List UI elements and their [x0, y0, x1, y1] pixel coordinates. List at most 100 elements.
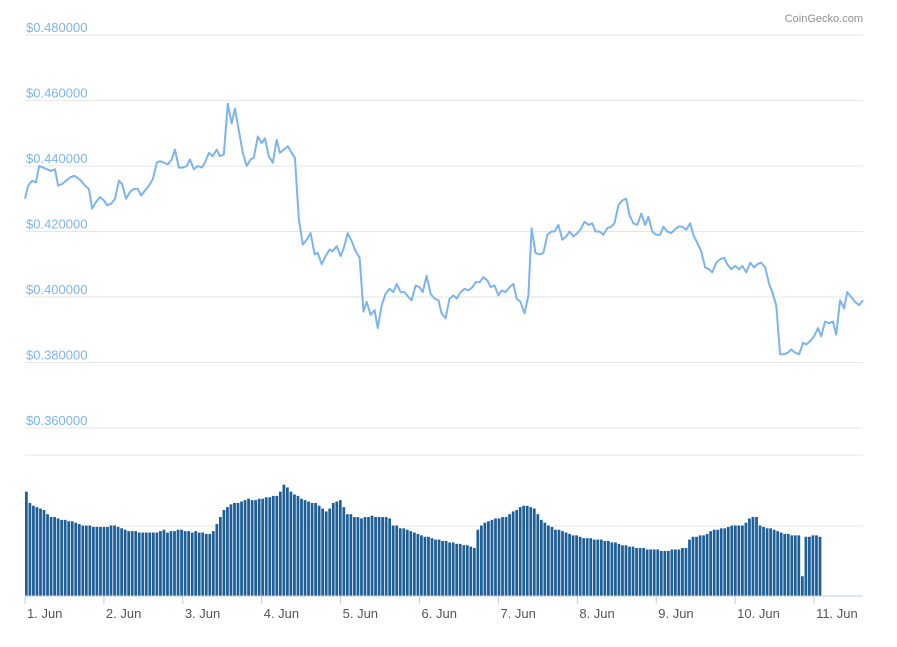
volume-bar	[649, 549, 653, 596]
volume-bar	[49, 517, 53, 596]
volume-bar	[25, 491, 28, 596]
volume-bar	[70, 521, 74, 596]
volume-bar	[772, 529, 776, 596]
volume-bar	[614, 542, 617, 596]
volume-bar	[547, 525, 550, 596]
volume-bar	[480, 525, 483, 596]
volume-bar	[497, 518, 501, 596]
credit-link[interactable]: CoinGecko.com	[785, 13, 863, 25]
volume-bar	[314, 502, 317, 596]
x-tick-label: 3. Jun	[185, 606, 220, 621]
volume-bar	[610, 542, 614, 596]
volume-bar	[289, 491, 293, 596]
volume-bar	[681, 548, 684, 596]
volume-bar	[293, 494, 296, 596]
volume-bar	[240, 501, 243, 596]
volume-bar	[92, 526, 95, 596]
y-tick-label: $0.400000	[26, 282, 87, 297]
volume-bar	[303, 500, 307, 596]
x-tick-label: 6. Jun	[422, 606, 457, 621]
volume-bar	[712, 529, 716, 596]
volume-bar	[46, 514, 49, 596]
volume-bar	[515, 509, 519, 596]
volume-bar	[684, 548, 688, 596]
volume-bar	[769, 528, 772, 596]
volume-bar	[564, 532, 568, 596]
volume-bar	[95, 526, 99, 596]
volume-bar	[709, 531, 713, 596]
volume-bar	[762, 526, 765, 596]
y-tick-label: $0.380000	[26, 348, 87, 363]
volume-bar	[77, 524, 81, 596]
volume-bar	[211, 531, 215, 596]
volume-bar	[621, 545, 624, 596]
volume-bar	[726, 526, 730, 596]
volume-bar	[328, 508, 332, 596]
volume-bar	[430, 538, 434, 596]
volume-bar	[462, 545, 466, 596]
grid-lines	[25, 34, 863, 527]
volume-bar	[458, 543, 462, 596]
volume-bar	[592, 539, 596, 596]
volume-bar	[99, 526, 102, 596]
volume-bar	[811, 535, 815, 596]
volume-bar	[141, 532, 145, 596]
volume-bar	[335, 501, 339, 596]
volume-bar	[60, 519, 64, 596]
volume-bar	[412, 532, 416, 596]
volume-bar	[127, 531, 131, 596]
volume-bar	[617, 543, 621, 596]
volume-bar	[741, 525, 744, 596]
volume-bar	[310, 502, 314, 596]
volume-bar	[275, 495, 279, 596]
volume-bar	[197, 532, 201, 596]
volume-bar	[155, 532, 159, 596]
volume-bar	[243, 500, 247, 596]
volume-bar	[656, 549, 660, 596]
volume-bar	[674, 549, 677, 596]
volume-bar	[642, 548, 646, 596]
x-tick-label: 11. Jun	[816, 606, 858, 621]
volume-bar	[222, 509, 226, 596]
volume-bar	[370, 515, 374, 596]
volume-bar	[645, 549, 649, 596]
volume-bar	[804, 536, 808, 596]
volume-bar	[190, 532, 194, 596]
volume-bar	[818, 536, 822, 596]
volume-bar	[444, 541, 448, 596]
volume-bar	[324, 511, 328, 596]
volume-bar	[748, 518, 751, 596]
volume-bar	[317, 505, 321, 596]
volume-bar	[599, 539, 603, 596]
volume-bar	[130, 531, 134, 596]
volume-bar	[106, 526, 109, 596]
volume-bar	[744, 522, 748, 596]
volume-bar	[536, 514, 540, 596]
volume-bar	[151, 532, 155, 596]
volume-bar	[395, 525, 399, 596]
volume-bar	[116, 526, 120, 596]
x-tick-label: 1. Jun	[27, 606, 62, 621]
volume-bar	[194, 531, 198, 596]
volume-bar	[751, 517, 755, 596]
volume-bar	[226, 507, 229, 596]
volume-bar	[296, 495, 300, 596]
volume-bar	[388, 518, 392, 596]
volume-bar	[793, 535, 797, 596]
volume-bar	[342, 507, 346, 596]
y-tick-label: $0.420000	[26, 217, 87, 232]
volume-bar	[420, 535, 423, 596]
y-tick-label: $0.460000	[26, 86, 87, 101]
volume-bar	[307, 501, 310, 596]
volume-bar	[81, 525, 85, 596]
volume-bar	[268, 497, 272, 596]
x-tick-label: 9. Jun	[658, 606, 693, 621]
volume-bar	[402, 528, 406, 596]
volume-bar	[575, 535, 578, 596]
volume-bar	[663, 550, 667, 596]
volume-bar	[88, 525, 92, 596]
volume-bar	[437, 539, 441, 596]
volume-bar	[261, 498, 265, 596]
volume-bar	[176, 529, 180, 596]
